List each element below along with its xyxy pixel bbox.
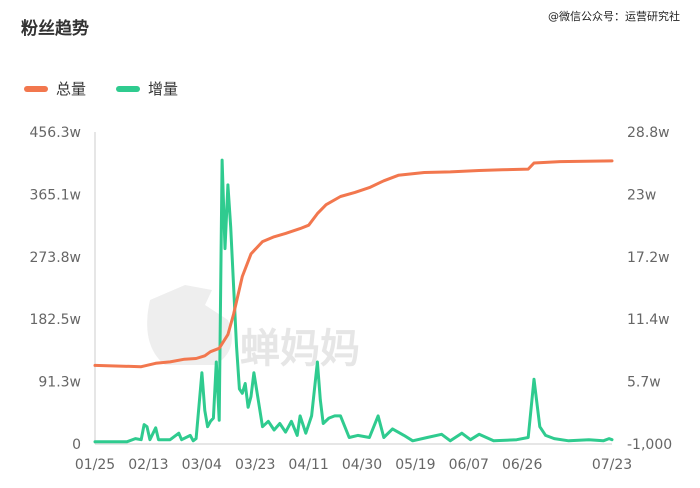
x-tick-label: 06/07 [449, 457, 489, 473]
series-line-total [93, 159, 614, 369]
watermark-text: @微信公众号：运营研究社 [548, 10, 680, 23]
x-tick-label: 03/23 [235, 457, 275, 473]
brand-logo-icon [147, 285, 232, 365]
legend: 总量 增量 [24, 78, 208, 99]
y-right-tick-label: 11.4w [627, 312, 670, 328]
y-left-tick-label: 0 [72, 437, 81, 453]
y-left-tick-label: 91.3w [38, 375, 81, 391]
y-right-tick-label: 17.2w [627, 250, 670, 266]
legend-item-total[interactable]: 总量 [24, 78, 86, 99]
y-right-tick-label: 28.8w [627, 125, 670, 141]
legend-swatch-total [24, 85, 48, 92]
y-right-tick-label: -1,000 [627, 437, 672, 453]
x-tick-label: 06/26 [502, 457, 542, 473]
y-left-tick-label: 273.8w [29, 250, 81, 266]
x-tick-label: 04/30 [342, 457, 382, 473]
x-tick-label: 02/13 [128, 457, 168, 473]
x-tick-label: 04/11 [288, 457, 328, 473]
y-left-tick-label: 182.5w [29, 312, 81, 328]
y-left-tick-label: 365.1w [29, 187, 81, 203]
legend-swatch-increment [116, 85, 141, 92]
series-line-increment [93, 158, 614, 444]
brand-watermark: 蝉妈妈 [147, 285, 360, 372]
x-tick-label: 01/25 [75, 457, 115, 473]
x-tick-label: 05/19 [395, 457, 435, 473]
x-tick-label: 03/04 [182, 457, 222, 473]
legend-label-total: 总量 [56, 80, 87, 98]
y-right-tick-label: 5.7w [627, 375, 661, 391]
y-right-tick-label: 23w [627, 187, 656, 203]
x-tick-label: 07/23 [592, 457, 632, 473]
y-left-tick-label: 456.3w [29, 125, 81, 141]
chart-title: 粉丝趋势 [21, 19, 89, 39]
legend-label-increment: 增量 [148, 80, 179, 98]
brand-watermark-text: 蝉妈妈 [240, 326, 360, 372]
legend-item-increment[interactable]: 增量 [116, 78, 178, 99]
